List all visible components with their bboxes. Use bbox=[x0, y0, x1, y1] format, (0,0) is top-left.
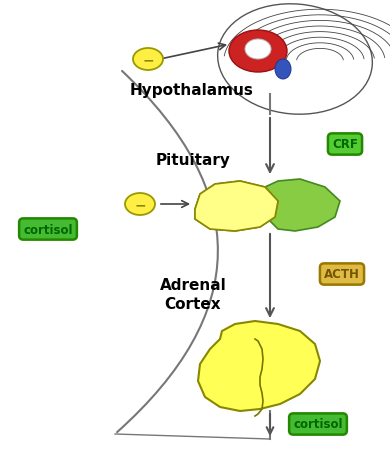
Polygon shape bbox=[195, 182, 278, 231]
Text: Hypothalamus: Hypothalamus bbox=[130, 82, 254, 97]
Polygon shape bbox=[195, 182, 278, 231]
Ellipse shape bbox=[125, 194, 155, 216]
Text: cortisol: cortisol bbox=[23, 223, 73, 236]
Ellipse shape bbox=[229, 31, 287, 73]
Text: cortisol: cortisol bbox=[293, 418, 343, 431]
Ellipse shape bbox=[275, 60, 291, 80]
Polygon shape bbox=[198, 321, 320, 411]
Ellipse shape bbox=[133, 49, 163, 71]
Text: Pituitary: Pituitary bbox=[156, 152, 230, 167]
Ellipse shape bbox=[245, 40, 271, 60]
Ellipse shape bbox=[218, 5, 372, 115]
FancyArrowPatch shape bbox=[117, 72, 218, 432]
Text: Adrenal
Cortex: Adrenal Cortex bbox=[160, 278, 226, 311]
Polygon shape bbox=[265, 179, 340, 231]
Text: ACTH: ACTH bbox=[324, 268, 360, 281]
Text: −: − bbox=[134, 197, 146, 212]
Text: CRF: CRF bbox=[332, 138, 358, 151]
Text: −: − bbox=[142, 53, 154, 67]
